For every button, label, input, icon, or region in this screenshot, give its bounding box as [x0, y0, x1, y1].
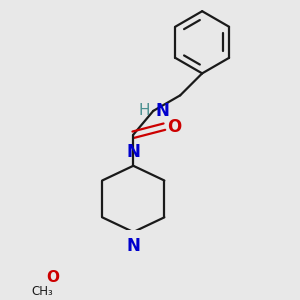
Text: N: N: [156, 102, 170, 120]
Text: O: O: [46, 270, 59, 285]
Text: H: H: [139, 103, 150, 118]
Text: O: O: [167, 118, 181, 136]
Text: N: N: [126, 143, 140, 161]
Text: N: N: [126, 237, 140, 255]
Text: CH₃: CH₃: [32, 285, 53, 298]
